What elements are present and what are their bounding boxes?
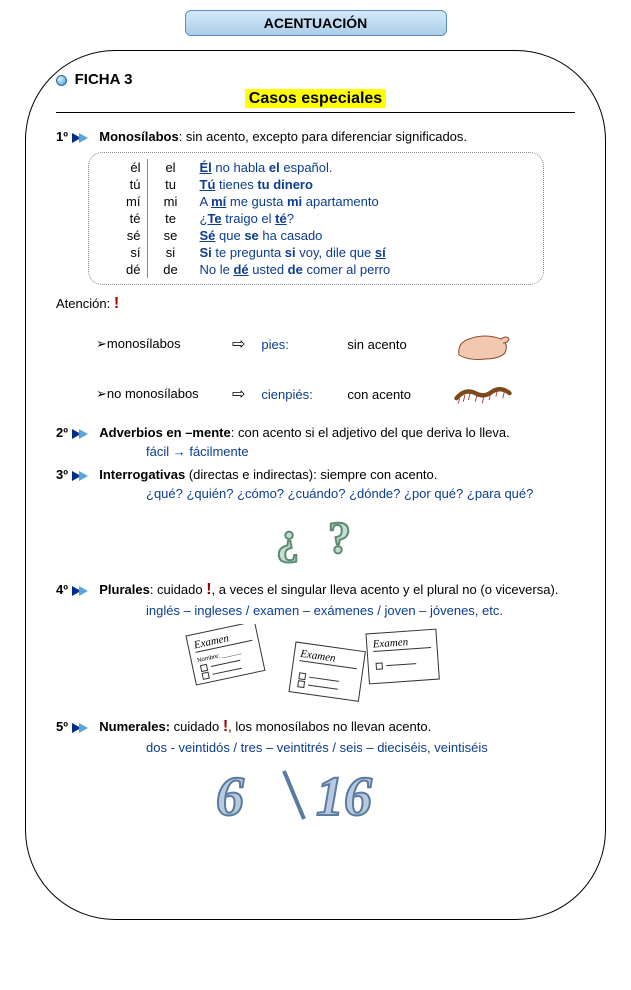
monosilabos-table: élelÉl no habla el español.tútuTú tienes… — [88, 152, 544, 285]
svg-text:Examen: Examen — [371, 636, 409, 651]
table-row: téte¿Te traigo el té? — [101, 210, 531, 227]
rule3-example: ¿qué? ¿quién? ¿cómo? ¿cuándo? ¿dónde? ¿p… — [146, 486, 575, 501]
table-row: dédeNo le dé usted de comer al perro — [101, 261, 531, 278]
page-title: ACENTUACIÓN — [185, 10, 447, 36]
atencion-row: ➢no monosílabos ⇨ cienpiés: con acento — [96, 373, 575, 415]
table-row: élelÉl no habla el español. — [101, 159, 531, 176]
atencion-rows: ➢monosílabos ⇨ pies: sin acento ➢no mono… — [96, 323, 575, 415]
arrow-icon — [72, 470, 94, 482]
rule4-example: inglés – ingleses / examen – exámenes / … — [146, 603, 575, 618]
table: élelÉl no habla el español.tútuTú tienes… — [101, 159, 531, 278]
content-frame: FICHA 3 Casos especiales 1º Monosílabos:… — [25, 50, 606, 920]
ficha-line: FICHA 3 — [56, 71, 575, 88]
foot-icon — [453, 323, 513, 365]
table-row: séseSé que se ha casado — [101, 227, 531, 244]
arrow-icon — [72, 585, 94, 597]
rule3-heading: 3º Interrogativas (directas e indirectas… — [56, 467, 575, 482]
rule4-heading: 4º Plurales: cuidado !, a veces el singu… — [56, 581, 575, 599]
bullet-icon — [56, 75, 67, 86]
table-row: sísiSi te pregunta si voy, dile que sí — [101, 244, 531, 261]
atencion-label: Atención: ! — [56, 295, 575, 313]
svg-text:?: ? — [328, 512, 351, 563]
atencion-row: ➢monosílabos ⇨ pies: sin acento — [96, 323, 575, 365]
exam-papers-icon: Examen Nombre: ______ Examen Examen — [56, 624, 575, 704]
rule2-heading: 2º Adverbios en –mente: con acento si el… — [56, 425, 575, 440]
arrow-right-icon: ⇨ — [232, 334, 245, 354]
svg-text:¿: ¿ — [276, 512, 299, 563]
ficha-label: FICHA 3 — [75, 71, 133, 88]
arrow-icon — [72, 722, 94, 734]
arrow-icon — [72, 132, 94, 144]
rule5-heading: 5º Numerales: cuidado !, los monosílabos… — [56, 718, 575, 736]
arrow-icon — [72, 428, 94, 440]
question-marks-icon: ¿ ? — [56, 507, 575, 567]
rule2-example: fácil → fácilmente — [146, 444, 575, 459]
table-row: mímiA mí me gusta mi apartamento — [101, 193, 531, 210]
divider — [56, 112, 575, 113]
arrow-right-icon: ⇨ — [232, 384, 245, 404]
subtitle: Casos especiales — [56, 90, 575, 108]
page: ACENTUACIÓN FICHA 3 Casos especiales 1º … — [0, 0, 631, 940]
rule5-example: dos - veintidós / tres – veintitrés / se… — [146, 740, 575, 755]
rule1-heading: 1º Monosílabos: sin acento, excepto para… — [56, 129, 575, 144]
centipede-icon — [453, 373, 513, 415]
svg-text:16: 16 — [316, 766, 372, 828]
exclamation-icon: ! — [114, 295, 119, 312]
numbers-6-16-icon: 6 16 — [56, 761, 575, 831]
svg-text:6: 6 — [216, 766, 244, 828]
table-row: tútuTú tienes tu dinero — [101, 176, 531, 193]
